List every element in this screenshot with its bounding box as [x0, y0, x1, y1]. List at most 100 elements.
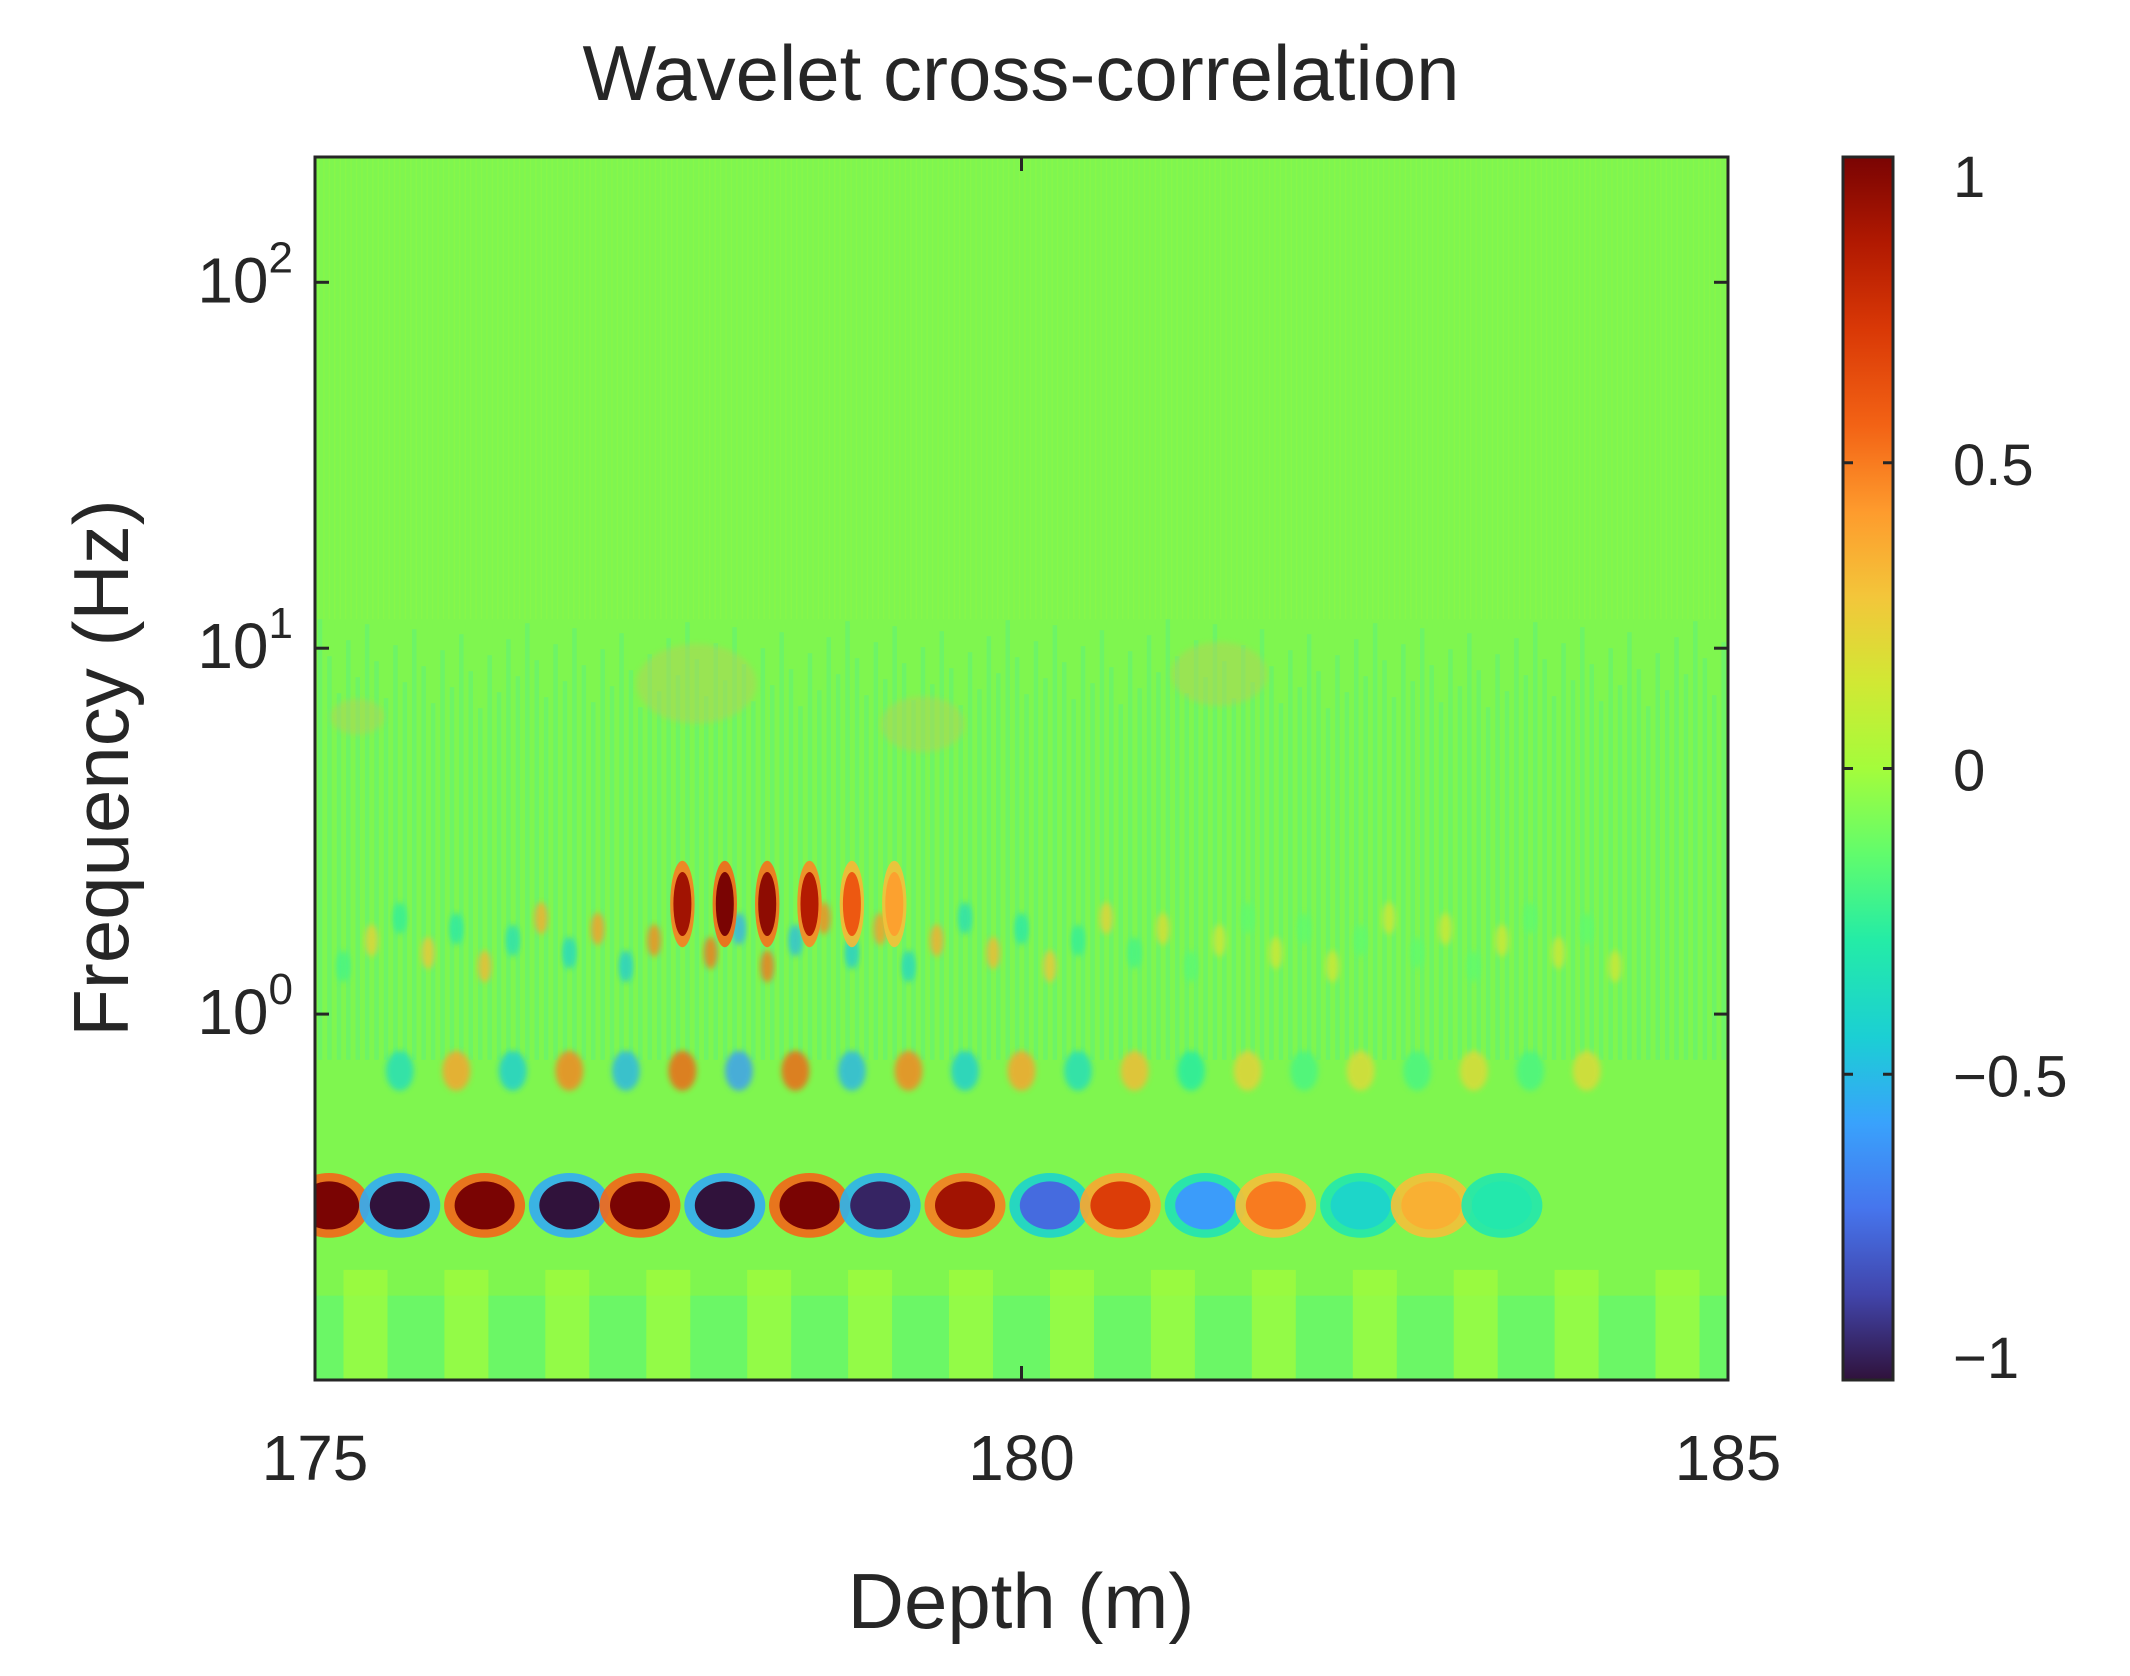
heatmap-stripe: [619, 633, 624, 1060]
heatmap-texture: [1007, 157, 1010, 620]
colorbar-tick-label: 0.5: [1953, 433, 2034, 498]
heatmap-oscillation: [477, 950, 492, 983]
heatmap-texture: [1622, 157, 1624, 620]
heatmap-texture: [942, 157, 945, 620]
heatmap-stripe: [1109, 667, 1114, 1060]
heatmap-texture: [834, 157, 836, 620]
heatmap-texture: [893, 157, 896, 620]
heatmap-texture: [480, 157, 483, 620]
heatmap-texture: [1252, 157, 1254, 620]
heatmap-layer: [315, 157, 1728, 1380]
heatmap-texture: [725, 157, 727, 620]
heatmap-feature: [885, 872, 904, 936]
heatmap-texture: [1301, 157, 1303, 620]
heatmap-stripe: [807, 653, 813, 1060]
heatmap-texture: [600, 157, 602, 620]
heatmap-low-band: [1251, 1269, 1296, 1380]
heatmap-stripe: [930, 684, 935, 1060]
y-tick-label: 100: [197, 965, 293, 1048]
heatmap-texture: [850, 157, 852, 620]
heatmap-oscillation: [724, 1050, 753, 1091]
heatmap-texture: [546, 157, 548, 620]
heatmap-oscillation: [1516, 1050, 1545, 1091]
heatmap-texture: [361, 157, 363, 620]
heatmap-low-band: [646, 1269, 691, 1380]
heatmap-stripe: [1401, 644, 1406, 1060]
heatmap-texture: [779, 157, 782, 620]
heatmap-stripe: [1335, 655, 1340, 1060]
heatmap-texture: [513, 157, 515, 620]
heatmap-oscillation: [647, 924, 662, 957]
heatmap-texture: [1643, 157, 1646, 620]
heatmap-texture: [692, 157, 695, 620]
heatmap-texture: [877, 157, 879, 620]
heatmap-feature: [369, 1181, 430, 1230]
heatmap-oscillation: [1184, 950, 1199, 983]
heatmap-low-band: [343, 1269, 388, 1380]
heatmap-oscillation: [505, 924, 520, 957]
heatmap-texture: [1285, 157, 1287, 620]
heatmap-stripe: [751, 701, 756, 1060]
heatmap-oscillation: [1403, 1050, 1432, 1091]
heatmap-texture: [453, 157, 456, 620]
heatmap-stripe: [553, 644, 558, 1060]
heatmap-stripe: [1664, 690, 1670, 1060]
heatmap-oscillation: [1297, 912, 1312, 945]
heatmap-stripe: [1533, 622, 1538, 1060]
heatmap-oscillation: [611, 1050, 640, 1091]
heatmap-stripe: [402, 682, 408, 1060]
heatmap-texture: [1241, 157, 1244, 620]
x-axis-label: Depth (m): [848, 1557, 1195, 1645]
heatmap-stripe: [1241, 645, 1246, 1060]
heatmap-texture: [1627, 157, 1629, 620]
heatmap-stripe: [901, 663, 907, 1060]
plot-area: 175 180 185 100 101 102: [197, 155, 1781, 1494]
heatmap-stripe: [628, 670, 634, 1060]
heatmap-texture: [1573, 157, 1575, 620]
heatmap-texture: [638, 157, 640, 620]
heatmap-texture: [654, 157, 657, 620]
heatmap-texture: [1475, 157, 1477, 620]
heatmap-texture: [1464, 157, 1466, 620]
heatmap-texture: [605, 157, 608, 620]
heatmap-stripe: [600, 649, 605, 1060]
heatmap-texture: [1138, 157, 1140, 620]
heatmap-stripe: [817, 690, 822, 1060]
heatmap-texture: [355, 157, 358, 620]
heatmap-texture: [1404, 157, 1407, 620]
heatmap-feature: [315, 1181, 360, 1230]
heatmap-low-band: [848, 1269, 893, 1380]
heatmap-texture: [899, 157, 901, 620]
heatmap-texture: [1507, 157, 1510, 620]
heatmap-stripe: [845, 621, 850, 1060]
heatmap-texture: [1578, 157, 1580, 620]
heatmap-texture: [1279, 157, 1282, 620]
heatmap-stripe: [892, 626, 897, 1060]
heatmap-stripe: [572, 628, 577, 1060]
heatmap-oscillation: [1572, 1050, 1601, 1091]
heatmap-feature: [1401, 1181, 1462, 1230]
heatmap-texture: [497, 157, 499, 620]
heatmap-low-band: [949, 1269, 993, 1380]
heatmap-texture: [1480, 157, 1483, 620]
heatmap-texture: [1290, 157, 1292, 620]
heatmap-oscillation: [1099, 902, 1114, 935]
heatmap-texture: [926, 157, 928, 620]
heatmap-texture: [475, 157, 477, 620]
heatmap-texture: [1410, 157, 1412, 620]
heatmap-oscillation: [1212, 924, 1227, 957]
heatmap-texture: [410, 157, 412, 620]
heatmap-texture: [448, 157, 450, 620]
heatmap-stripe: [826, 637, 831, 1060]
heatmap-texture: [1535, 157, 1537, 620]
heatmap-stripe: [609, 686, 615, 1060]
colorbar-tick-label: −1: [1953, 1326, 2019, 1391]
heatmap-stripe: [666, 638, 671, 1060]
heatmap-texture: [382, 157, 385, 620]
heatmap-texture: [502, 157, 504, 620]
heatmap-oscillation: [1014, 912, 1029, 945]
heatmap-stripe: [543, 697, 549, 1060]
heatmap-stripe: [1495, 654, 1500, 1060]
heatmap-stripe: [704, 696, 709, 1060]
